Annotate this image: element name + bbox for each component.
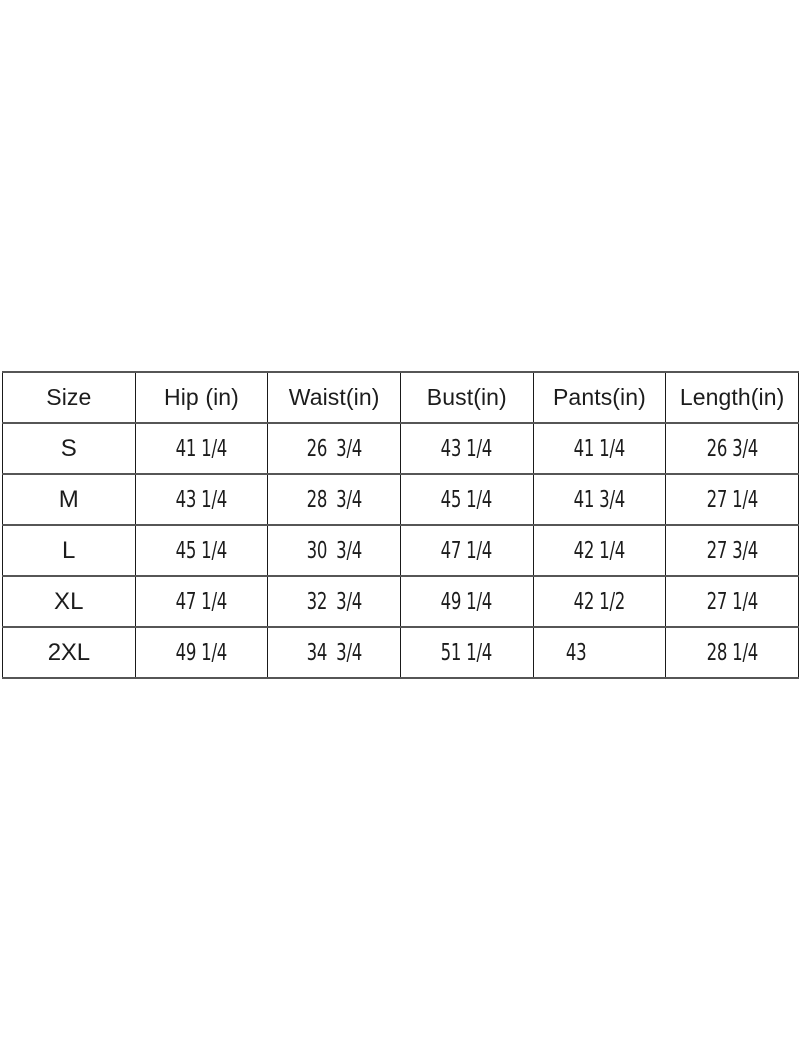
column-header-pants: Pants(in) [532,371,667,424]
cell-bust-s: 43 1/4 [413,422,521,475]
cell-waist-m: 28 3/4 [280,473,388,526]
cell-bust-2xl: 51 1/4 [413,626,521,679]
cell-length-xl: 27 1/4 [678,575,786,628]
cell-pants-l: 42 1/4 [545,524,653,577]
cell-hip-m: 43 1/4 [148,473,255,526]
cell-waist-xl: 32 3/4 [280,575,388,628]
table-row: L 45 1/4 30 3/4 47 1/4 42 1/4 27 3/4 [2,524,799,577]
column-header-size: Size [2,371,136,424]
table-row: XL 47 1/4 32 3/4 49 1/4 42 1/2 27 1/4 [2,575,799,628]
cell-bust-xl: 49 1/4 [413,575,521,628]
table-row: S 41 1/4 26 3/4 43 1/4 41 1/4 26 3/4 [2,422,799,475]
column-header-waist: Waist(in) [267,371,401,424]
cell-hip-l: 45 1/4 [148,524,255,577]
table-row: M 43 1/4 28 3/4 45 1/4 41 3/4 27 1/4 [2,473,799,526]
cell-size-2xl: 2XL [2,626,136,679]
size-chart-container: Size Hip (in) Waist(in) Bust(in) Pants(i… [2,371,799,679]
cell-pants-xl: 42 1/2 [545,575,653,628]
cell-bust-m: 45 1/4 [413,473,521,526]
cell-size-xl: XL [2,575,136,628]
cell-size-l: L [2,524,136,577]
cell-hip-2xl: 49 1/4 [148,626,255,679]
column-header-length: Length(in) [665,371,799,424]
cell-pants-m: 41 3/4 [545,473,653,526]
table-header-row: Size Hip (in) Waist(in) Bust(in) Pants(i… [2,371,799,424]
size-chart-table: Size Hip (in) Waist(in) Bust(in) Pants(i… [2,371,799,679]
cell-waist-s: 26 3/4 [280,422,388,475]
cell-waist-2xl: 34 3/4 [280,626,388,679]
cell-size-s: S [2,422,136,475]
cell-length-2xl: 28 1/4 [678,626,786,679]
cell-hip-xl: 47 1/4 [148,575,255,628]
cell-hip-s: 41 1/4 [148,422,255,475]
cell-size-m: M [2,473,136,526]
cell-pants-2xl: 43 [545,626,653,679]
column-header-bust: Bust(in) [399,371,534,424]
cell-bust-l: 47 1/4 [413,524,521,577]
table-row: 2XL 49 1/4 34 3/4 51 1/4 43 28 1/4 [2,626,799,679]
cell-pants-s: 41 1/4 [545,422,653,475]
cell-length-s: 26 3/4 [678,422,786,475]
cell-length-m: 27 1/4 [678,473,786,526]
column-header-hip: Hip (in) [134,371,269,424]
cell-length-l: 27 3/4 [678,524,786,577]
cell-waist-l: 30 3/4 [280,524,388,577]
